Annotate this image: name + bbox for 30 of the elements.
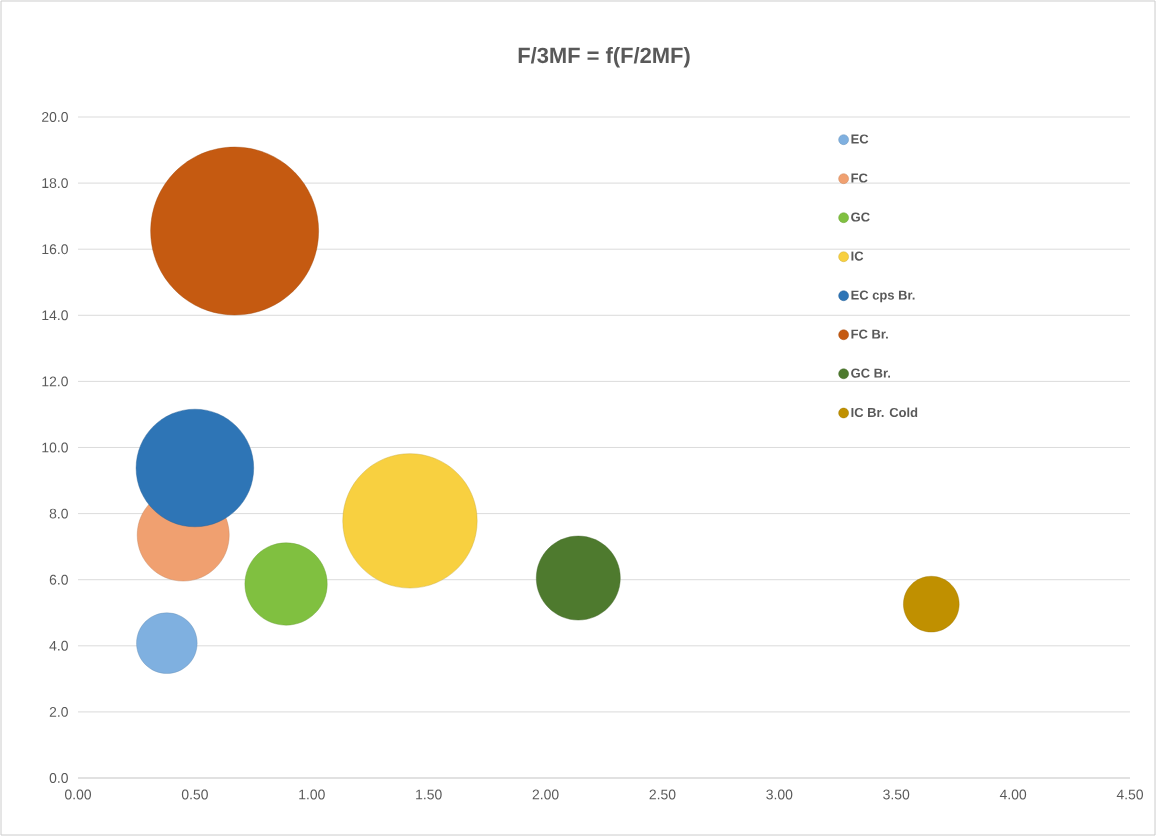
legend-label: FC (851, 173, 868, 183)
y-tick-label: 18.0 (42, 178, 68, 189)
y-tick-label: 12.0 (42, 376, 68, 387)
y-tick-label: 14.0 (42, 310, 68, 321)
legend-label: IC Br. Cold (851, 407, 918, 418)
y-tick-label: 0.0 (49, 773, 68, 783)
legend-label: EC (851, 134, 869, 144)
chart-title: F/3MF = f(F/2MF) (518, 47, 690, 68)
legend-label: EC cps Br. (851, 290, 915, 303)
x-tick-label: 0.50 (181, 789, 208, 800)
x-tick-label: 4.50 (1116, 789, 1144, 800)
x-tick-label: 2.00 (532, 789, 559, 800)
y-tick-label: 20.0 (42, 112, 68, 122)
legend-label: GC Br. (851, 368, 891, 378)
x-tick-label: 1.00 (299, 789, 325, 800)
x-tick-label: 2.50 (649, 789, 676, 800)
x-tick-label: 4.00 (999, 789, 1027, 800)
x-tick-label: 3.50 (883, 789, 910, 800)
y-tick-label: 10.0 (42, 442, 68, 453)
y-tick-label: 2.0 (49, 706, 68, 717)
legend-label: IC (851, 251, 864, 261)
y-tick-label: 8.0 (49, 508, 68, 519)
y-tick-label: 16.0 (42, 244, 68, 255)
y-tick-label: 4.0 (49, 640, 68, 651)
x-tick-label: 1.50 (416, 789, 442, 800)
legend-label: FC Br. (851, 329, 888, 339)
y-tick-label: 6.0 (49, 574, 68, 585)
x-tick-label: 3.00 (766, 789, 793, 800)
x-tick-label: 0.00 (64, 789, 92, 800)
legend-label: GC (851, 212, 870, 222)
